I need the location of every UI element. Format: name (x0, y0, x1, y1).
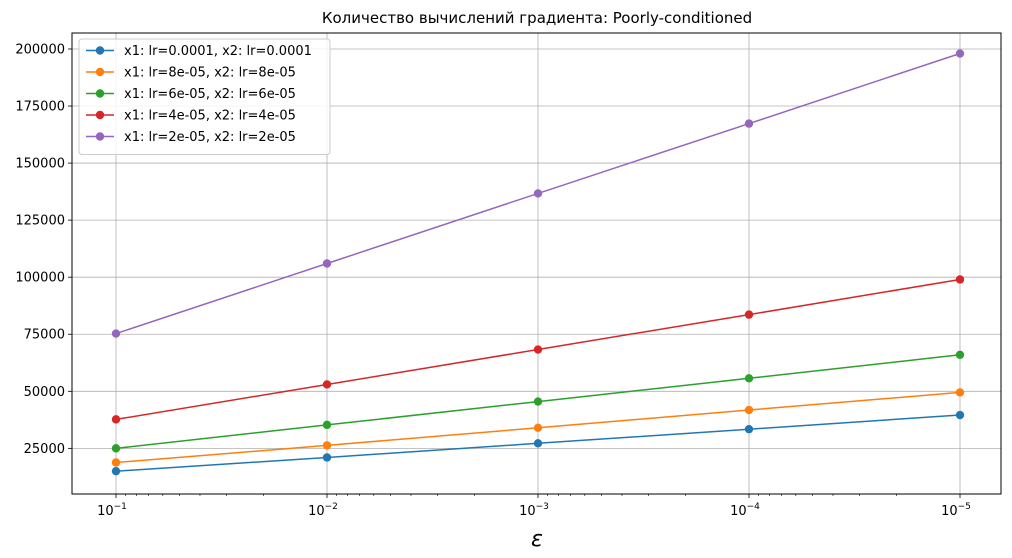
data-point (322, 380, 332, 389)
plot-frame (71, 32, 1002, 495)
data-point (533, 189, 543, 198)
y-tick-label: 75000 (24, 328, 65, 343)
data-point (533, 423, 543, 433)
legend-label: x1: lr=6e-05, x2: lr=6e-05 (124, 87, 296, 102)
x-tick-exponent: −5 (958, 502, 971, 512)
y-tick-label: 125000 (15, 214, 65, 229)
data-point (744, 374, 754, 383)
data-point (111, 458, 121, 467)
x-axis-label: ε (531, 527, 543, 552)
x-tick-label: 10−1 (97, 502, 127, 519)
data-point (322, 441, 332, 450)
legend-marker (95, 132, 105, 141)
legend-box (78, 38, 331, 155)
data-point (955, 350, 965, 359)
data-point (533, 439, 543, 448)
y-tick-label: 50000 (24, 385, 65, 400)
x-tick-label: 10−3 (519, 502, 549, 519)
x-tick-exponent: −2 (325, 502, 338, 512)
data-point (322, 259, 332, 268)
data-point (744, 310, 754, 319)
y-tick-label: 150000 (15, 157, 65, 172)
data-point (111, 444, 121, 453)
y-axis-ticks: 25000 50000 75000 100000 125000 150000 175000 2… (15, 42, 72, 457)
x-tick-exponent: −4 (747, 502, 761, 512)
data-point (744, 424, 754, 434)
legend-label: x1: lr=0.0001, x2: lr=0.0001 (124, 44, 312, 59)
legend-label: x1: lr=2e-05, x2: lr=2e-05 (124, 130, 296, 145)
x-tick-exponent: −1 (114, 502, 127, 512)
data-point (111, 466, 121, 476)
y-tick-label: 25000 (24, 442, 65, 457)
data-point (111, 329, 121, 338)
x-axis-ticks: 10−1 10−2 10−3 10−4 10−5 (97, 494, 971, 519)
x-tick-label: 10−2 (308, 502, 338, 519)
data-point (111, 415, 121, 424)
y-tick-label: 100000 (15, 271, 65, 286)
x-tick-label: 10−4 (730, 502, 760, 519)
chart-title: Количество вычислений градиента: Poorly-… (322, 9, 752, 27)
data-point (744, 405, 754, 415)
data-point (322, 420, 332, 430)
legend-marker (95, 46, 105, 55)
x-tick-exponent: −3 (536, 502, 549, 512)
x-tick-label: 10−5 (941, 502, 971, 519)
legend-label: x1: lr=8e-05, x2: lr=8e-05 (124, 66, 296, 81)
data-point (533, 345, 543, 354)
data-point (955, 388, 965, 397)
legend-label: x1: lr=4e-05, x2: lr=4e-05 (124, 109, 296, 124)
legend-marker (95, 89, 105, 98)
data-point (744, 119, 754, 128)
data-point (955, 49, 965, 58)
data-point (322, 453, 332, 462)
y-tick-label: 200000 (15, 42, 65, 57)
legend-marker (95, 110, 105, 120)
series-group (111, 49, 965, 476)
legend-marker (95, 67, 105, 77)
data-point (955, 275, 965, 284)
legend: x1: lr=0.0001, x2: lr=0.0001 x1: lr=8e-05… (78, 38, 331, 155)
data-point (533, 397, 543, 406)
data-point (955, 410, 965, 420)
y-tick-label: 175000 (15, 100, 65, 115)
